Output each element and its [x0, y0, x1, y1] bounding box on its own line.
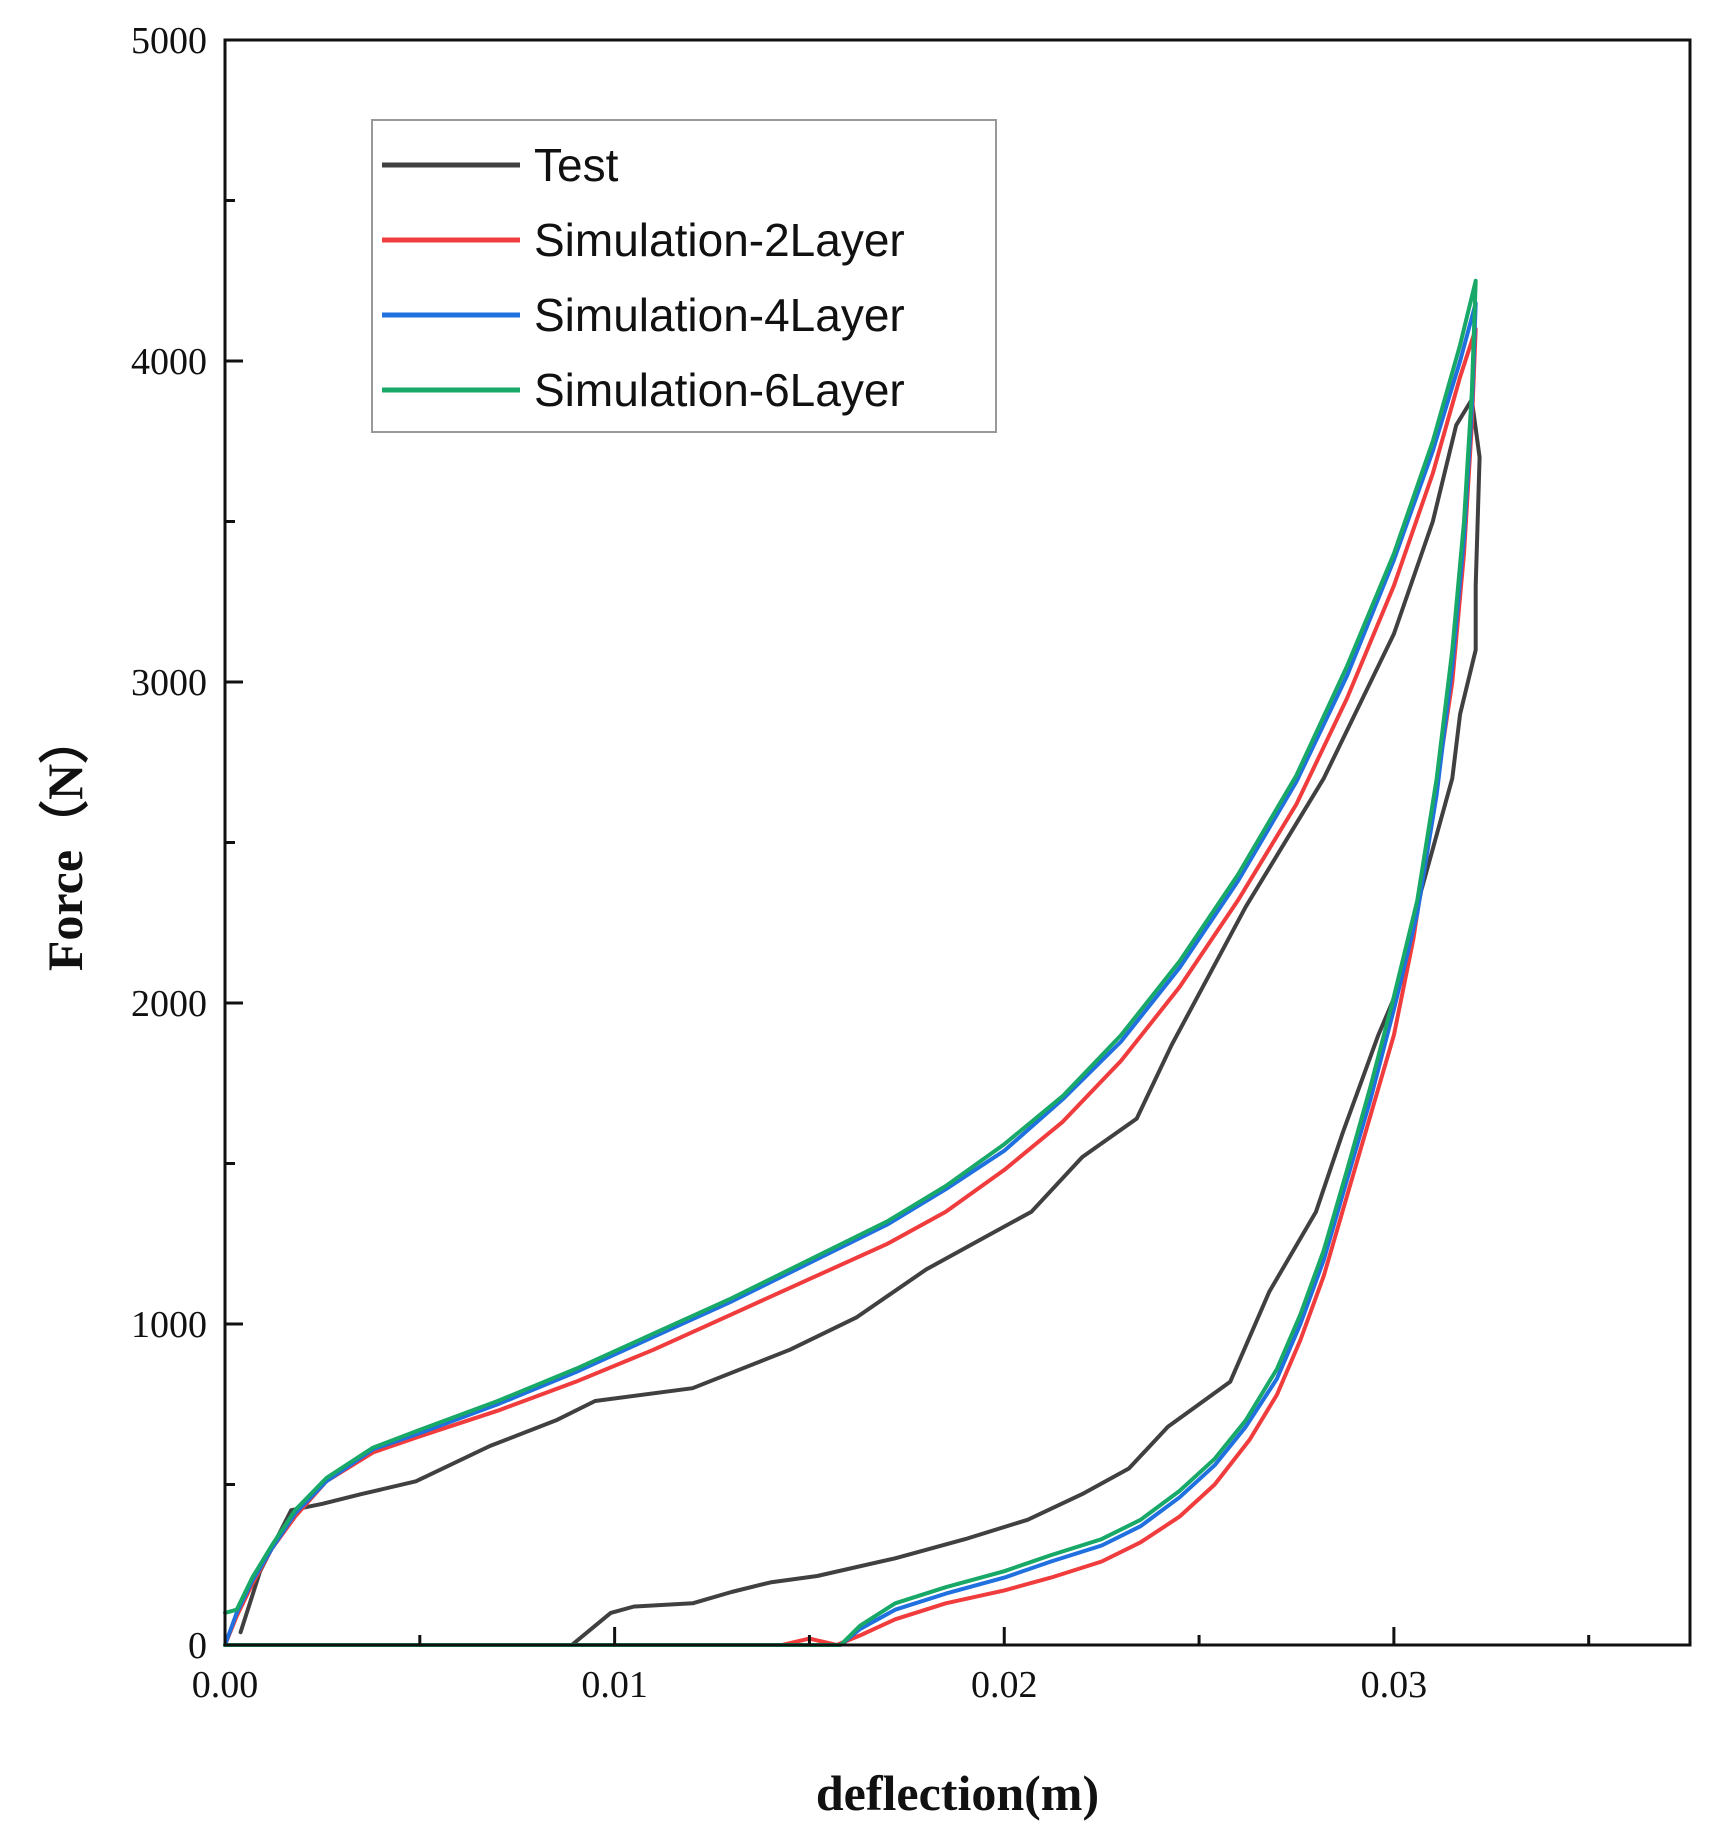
legend-box	[371, 119, 997, 433]
x-axis-title: deflection(m)	[816, 1765, 1099, 1821]
legend-label: Simulation-4Layer	[534, 289, 905, 341]
legend-label: Simulation-2Layer	[534, 214, 905, 266]
legend: Test Simulation-2Layer Simulation-4Layer Si…	[371, 119, 997, 433]
y-tick-label: 5000	[131, 20, 207, 62]
y-tick-label: 1000	[131, 1304, 207, 1346]
y-tick-label: 4000	[131, 341, 207, 383]
series-line-simulation-2layer	[223, 326, 1478, 1647]
x-tick-label: 0.02	[971, 1664, 1038, 1706]
series-line-simulation-6layer	[223, 278, 1478, 1647]
legend-label: Simulation-6Layer	[534, 364, 905, 416]
ticks-layer: 0.00 0.01 0.02 0.03 0 1000 2000 3000 4000 5000	[131, 20, 1591, 1706]
y-tick-label: 2000	[131, 983, 207, 1025]
y-tick-label: 3000	[131, 662, 207, 704]
series-layer	[223, 278, 1482, 1647]
y-tick-label: 0	[188, 1625, 207, 1667]
series-line-test	[238, 397, 1482, 1647]
x-tick-label: 0.03	[1361, 1664, 1428, 1706]
series-line-simulation-4layer	[223, 301, 1478, 1647]
y-axis-title: Force（N）	[37, 714, 93, 971]
legend-label: Test	[534, 139, 619, 191]
x-tick-label: 0.00	[192, 1664, 259, 1706]
x-tick-label: 0.01	[581, 1664, 648, 1706]
